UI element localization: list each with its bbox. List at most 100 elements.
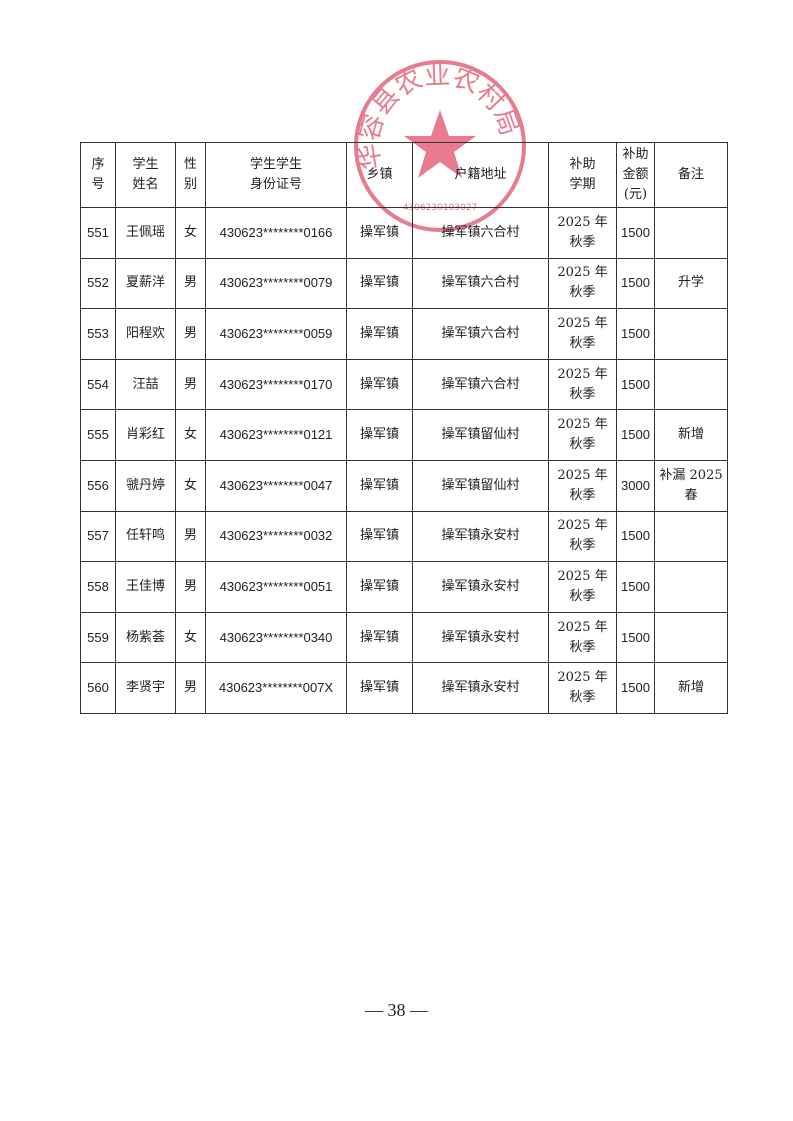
table-cell: 操军镇	[346, 358, 413, 411]
table-cell: 2025 年 秋季	[548, 308, 617, 360]
table-cell: 男	[175, 257, 206, 310]
table-cell: 虢丹婷	[115, 459, 176, 512]
table-cell: 操军镇六合村	[412, 257, 549, 310]
table-row: 552 夏薪洋男 430623********0079 操军镇 操军镇六合村 2025 年…	[80, 257, 728, 310]
table-cell: 操军镇	[346, 662, 413, 714]
table-cell: 操军镇	[346, 459, 413, 512]
table-cell: 2025 年 秋季	[548, 358, 617, 411]
table-cell: 2025 年 秋季	[548, 459, 617, 512]
table-cell: 1500	[616, 358, 655, 411]
table-cell: 1500	[616, 409, 655, 461]
table-cell	[654, 308, 728, 360]
table-cell: 操军镇留仙村	[412, 459, 549, 512]
table-cell: 任轩鸣	[115, 510, 176, 563]
column-header: 备注	[654, 142, 728, 208]
table-cell: 操军镇永安村	[412, 510, 549, 563]
column-header: 补助 学期	[548, 142, 617, 208]
table-cell	[654, 358, 728, 411]
table-row: 559 杨紫荟女 430623********0340 操军镇 操军镇永安村 2025 年…	[80, 611, 728, 664]
table-cell: 552	[80, 257, 116, 310]
table-cell: 肖彩红	[115, 409, 176, 461]
table-cell: 1500	[616, 611, 655, 664]
table-cell: 操军镇永安村	[412, 611, 549, 664]
table-cell: 430623********0051	[205, 561, 347, 613]
table-cell: 553	[80, 308, 116, 360]
table-cell: 551	[80, 207, 116, 259]
table-cell: 男	[175, 510, 206, 563]
table-cell: 夏薪洋	[115, 257, 176, 310]
table-cell: 557	[80, 510, 116, 563]
table-cell: 女	[175, 207, 206, 259]
table-cell: 430623********007X	[205, 662, 347, 714]
table-row: 554 汪喆男 430623********0170 操军镇 操军镇六合村 2025 年 …	[80, 358, 728, 411]
table-cell: 王佩瑶	[115, 207, 176, 259]
table-row: 553 阳程欢男 430623********0059 操军镇 操军镇六合村 2025 年…	[80, 308, 728, 360]
table-cell: 1500	[616, 510, 655, 563]
table-cell: 女	[175, 459, 206, 512]
table-cell: 李贤宇	[115, 662, 176, 714]
table-cell: 操军镇	[346, 207, 413, 259]
column-header: 户籍地址	[412, 142, 549, 208]
table-cell: 男	[175, 308, 206, 360]
table-cell	[654, 611, 728, 664]
table-cell: 操军镇永安村	[412, 662, 549, 714]
table-cell: 2025 年 秋季	[548, 561, 617, 613]
table-cell: 2025 年 秋季	[548, 257, 617, 310]
table-cell: 阳程欢	[115, 308, 176, 360]
table-cell: 1500	[616, 308, 655, 360]
table-cell: 2025 年 秋季	[548, 207, 617, 259]
table-cell: 1500	[616, 662, 655, 714]
table-row: 557 任轩鸣男 430623********0032 操军镇 操军镇永安村 2025 年…	[80, 510, 728, 563]
table-cell: 操军镇	[346, 257, 413, 310]
table-cell: 补漏 2025 春	[654, 459, 728, 512]
column-header: 学生 姓名	[115, 142, 176, 208]
table-row: 556 虢丹婷女 430623********0047 操军镇 操军镇留仙村 2025 年…	[80, 459, 728, 512]
table-cell: 430623********0059	[205, 308, 347, 360]
table-cell: 男	[175, 662, 206, 714]
table-cell: 男	[175, 561, 206, 613]
table-cell: 554	[80, 358, 116, 411]
table-cell	[654, 207, 728, 259]
table-cell: 男	[175, 358, 206, 411]
table-cell: 操军镇六合村	[412, 308, 549, 360]
page-number: — 38 —	[365, 1000, 428, 1020]
table-cell: 430623********0047	[205, 459, 347, 512]
table-cell: 558	[80, 561, 116, 613]
table-row: 555 肖彩红女 430623********0121 操军镇 操军镇留仙村 2025 年…	[80, 409, 728, 461]
table-cell: 操军镇	[346, 409, 413, 461]
table-cell	[654, 561, 728, 613]
table-cell: 操军镇六合村	[412, 358, 549, 411]
table-cell: 操军镇	[346, 510, 413, 563]
table-cell: 操军镇留仙村	[412, 409, 549, 461]
table-cell: 1500	[616, 207, 655, 259]
table-row: 558 王佳博男 430623********0051 操军镇 操军镇永安村 2025 年…	[80, 561, 728, 613]
table-cell: 升学	[654, 257, 728, 310]
column-header: 性 别	[175, 142, 206, 208]
table-cell: 560	[80, 662, 116, 714]
table-cell: 430623********0340	[205, 611, 347, 664]
table-cell: 2025 年 秋季	[548, 611, 617, 664]
table-cell: 430623********0166	[205, 207, 347, 259]
table-cell: 555	[80, 409, 116, 461]
column-header: 学生学生 身份证号	[205, 142, 347, 208]
table-cell: 559	[80, 611, 116, 664]
column-header: 乡镇	[346, 142, 413, 208]
table-cell: 2025 年 秋季	[548, 409, 617, 461]
table-cell: 430623********0079	[205, 257, 347, 310]
table-cell: 430623********0121	[205, 409, 347, 461]
table-cell: 操军镇六合村	[412, 207, 549, 259]
table-row: 551 王佩瑶女 430623********0166 操军镇 操军镇六合村 2025 年…	[80, 207, 728, 259]
table-cell: 女	[175, 611, 206, 664]
table-cell: 王佳博	[115, 561, 176, 613]
table-cell: 1500	[616, 561, 655, 613]
subsidy-table: 序 号学生 姓名性 别学生学生 身份证号 乡镇 户籍地址 补助 学期 补助 金额 (元)…	[80, 142, 728, 714]
table-cell: 2025 年 秋季	[548, 662, 617, 714]
table-cell: 女	[175, 409, 206, 461]
column-header: 序 号	[80, 142, 116, 208]
table-cell: 操军镇	[346, 308, 413, 360]
table-cell: 新增	[654, 409, 728, 461]
table-cell: 杨紫荟	[115, 611, 176, 664]
table-row: 560 李贤宇男 430623********007X 操军镇 操军镇永安村 2025 年…	[80, 662, 728, 714]
table-header-row: 序 号学生 姓名性 别学生学生 身份证号 乡镇 户籍地址 补助 学期 补助 金额 (元)…	[80, 142, 728, 208]
table-cell: 操军镇	[346, 561, 413, 613]
